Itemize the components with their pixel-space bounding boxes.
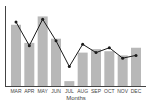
svg-text:JUL: JUL xyxy=(65,88,74,94)
svg-text:MAY: MAY xyxy=(37,88,48,94)
svg-text:JUN: JUN xyxy=(51,88,61,94)
svg-text:MAR: MAR xyxy=(10,88,22,94)
svg-text:Months: Months xyxy=(66,95,86,101)
svg-text:AUG: AUG xyxy=(77,88,88,94)
svg-text:SEP: SEP xyxy=(91,88,102,94)
svg-text:APR: APR xyxy=(24,88,35,94)
svg-text:NOV: NOV xyxy=(117,88,129,94)
svg-text:OCT: OCT xyxy=(104,88,115,94)
svg-text:DEC: DEC xyxy=(131,88,142,94)
